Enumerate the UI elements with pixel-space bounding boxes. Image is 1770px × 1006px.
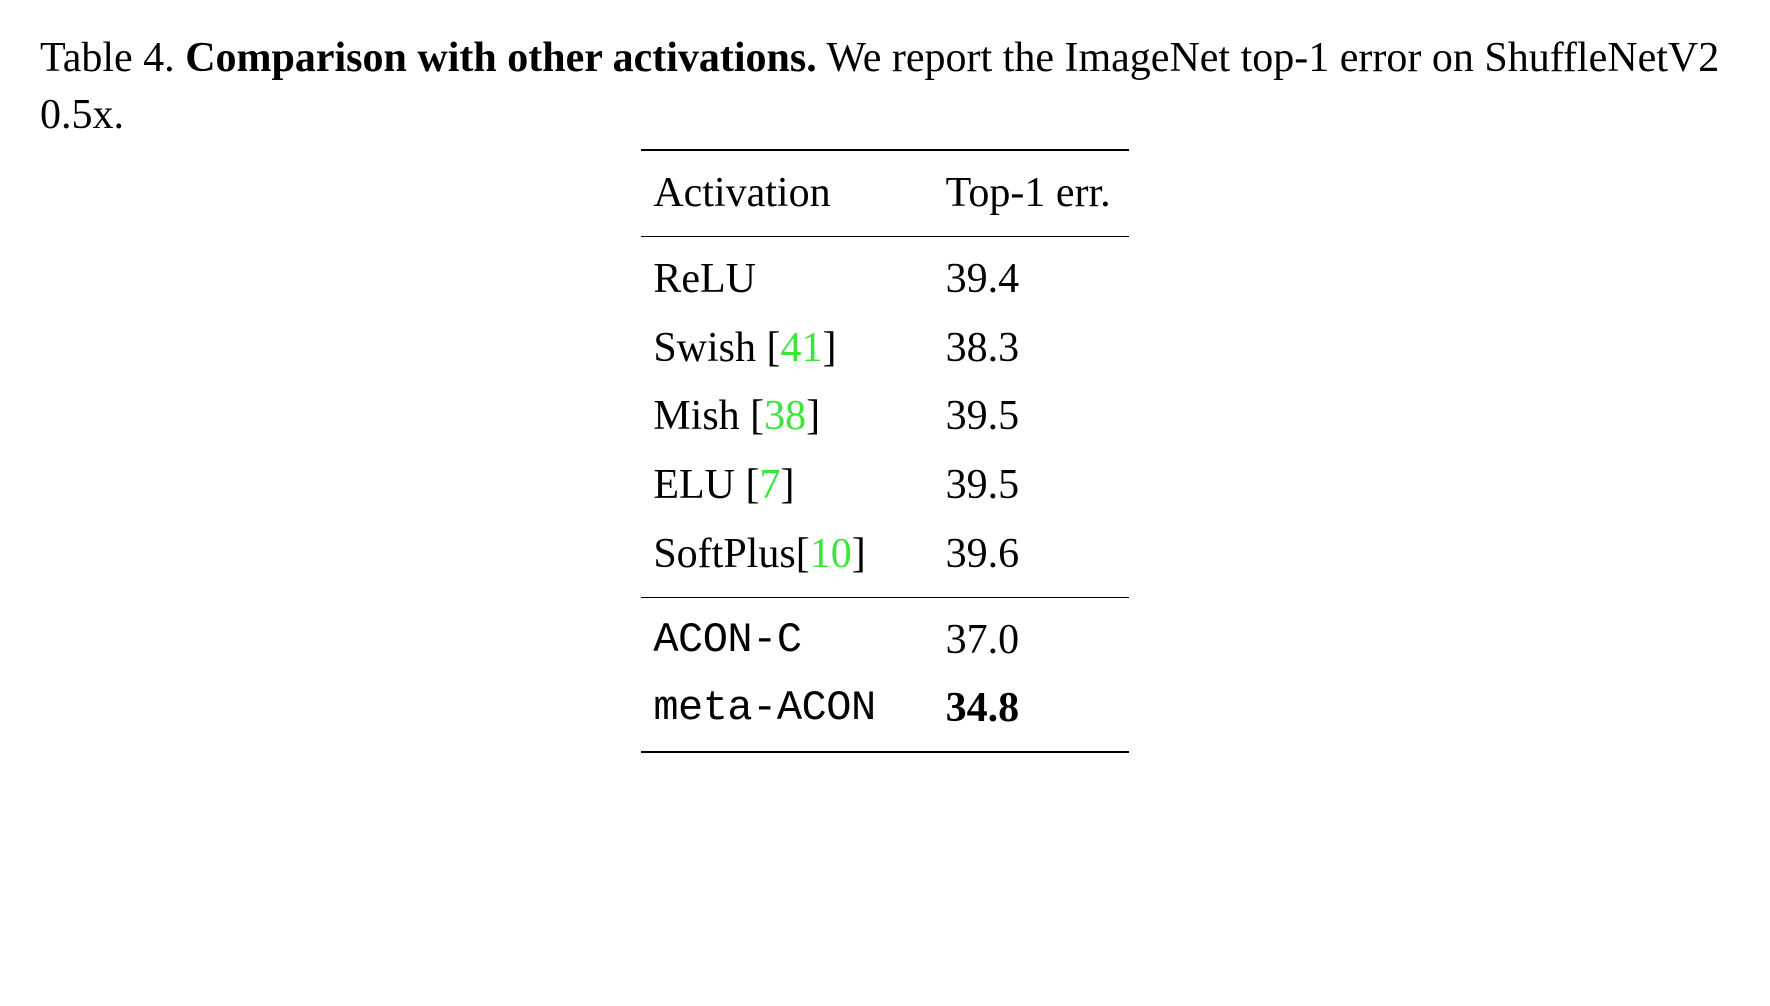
citation-link[interactable]: 38 <box>764 393 806 439</box>
table-row: SoftPlus[10] 39.6 <box>641 520 1128 597</box>
col-header-activation: Activation <box>641 150 905 236</box>
table-row: Swish [41] 38.3 <box>641 314 1128 383</box>
activation-cell: ACON-C <box>641 597 905 674</box>
activation-cell: SoftPlus[10] <box>641 520 905 597</box>
err-cell: 37.0 <box>906 597 1129 674</box>
table-row: ELU [7] 39.5 <box>641 451 1128 520</box>
activation-cell: ReLU <box>641 237 905 314</box>
table-row: meta-ACON 34.8 <box>641 674 1128 752</box>
table-row: ReLU 39.4 <box>641 237 1128 314</box>
table-row: Mish [38] 39.5 <box>641 382 1128 451</box>
citation-link[interactable]: 10 <box>810 531 852 577</box>
caption-label: Table 4. <box>40 35 175 81</box>
activations-table: Activation Top-1 err. ReLU 39.4 Swish [4… <box>641 149 1128 753</box>
err-cell: 34.8 <box>906 674 1129 752</box>
table-header-row: Activation Top-1 err. <box>641 150 1128 236</box>
citation-link[interactable]: 7 <box>759 462 780 508</box>
err-cell: 39.5 <box>906 382 1129 451</box>
table-caption: Table 4. Comparison with other activatio… <box>40 30 1730 143</box>
err-cell: 39.5 <box>906 451 1129 520</box>
table-row: ACON-C 37.0 <box>641 597 1128 674</box>
activation-cell: meta-ACON <box>641 674 905 752</box>
err-cell: 39.6 <box>906 520 1129 597</box>
activation-cell: ELU [7] <box>641 451 905 520</box>
citation-link[interactable]: 41 <box>781 325 823 371</box>
table-container: Activation Top-1 err. ReLU 39.4 Swish [4… <box>40 149 1730 753</box>
err-cell: 39.4 <box>906 237 1129 314</box>
err-cell: 38.3 <box>906 314 1129 383</box>
activation-cell: Mish [38] <box>641 382 905 451</box>
activation-cell: Swish [41] <box>641 314 905 383</box>
caption-title: Comparison with other activations. <box>185 35 817 81</box>
col-header-top1err: Top-1 err. <box>906 150 1129 236</box>
